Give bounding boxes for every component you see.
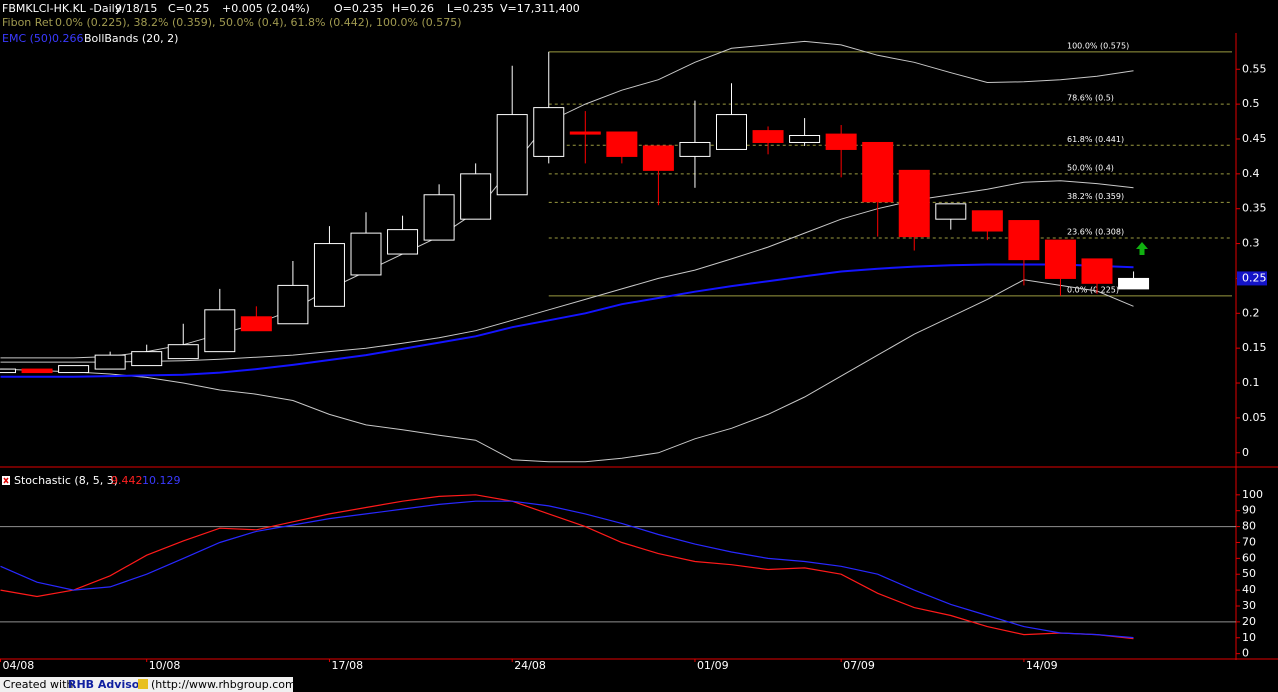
candle-body [569, 131, 601, 135]
candle-body [1081, 258, 1113, 284]
stochastic-title: Stochastic (8, 5, 3) [14, 474, 118, 487]
candle-body [935, 203, 967, 220]
y-tick-label: 0.55 [1242, 62, 1267, 75]
candle-body [350, 232, 382, 276]
y-tick-label: 0 [1242, 647, 1249, 660]
footer-url[interactable]: (http://www.rhbgroup.com/) [151, 678, 304, 691]
header-item: +0.005 (2.04%) [222, 2, 310, 15]
candle-body [971, 210, 1003, 232]
stochastic-d-value: 10.129 [142, 474, 181, 487]
candle-body [1118, 277, 1150, 290]
header-item: 9/18/15 [115, 2, 157, 15]
stochastic-k-value: 9.442 [111, 474, 143, 487]
y-tick-label: 30 [1242, 599, 1256, 612]
candle-body [1008, 220, 1040, 261]
candle-body [277, 284, 309, 325]
x-tick-label: 24/08 [514, 659, 546, 672]
y-tick-label: 0.4 [1242, 167, 1260, 180]
y-tick-label: 60 [1242, 551, 1256, 564]
candle-body [1044, 239, 1076, 279]
fib-level-label: 100.0% (0.575) [1067, 41, 1129, 50]
bollinger-lower [0, 279, 1134, 463]
header-item: L=0.235 [447, 2, 494, 15]
candle-body [204, 309, 236, 353]
header-item: V=17,311,400 [500, 2, 580, 15]
y-tick-label: 70 [1242, 535, 1256, 548]
x-tick-label: 10/08 [149, 659, 181, 672]
x-tick-label: 01/09 [697, 659, 729, 672]
ema-legend-name: EMC (50) [2, 32, 52, 45]
candle-body [533, 107, 565, 157]
y-tick-label: 0.1 [1242, 376, 1260, 389]
candle-body [131, 351, 163, 367]
ema-legend-value: 0.266 [52, 32, 84, 45]
y-tick-label: 0.5 [1242, 97, 1260, 110]
candle-body [21, 368, 53, 374]
last-price-marker [1237, 271, 1267, 286]
last-price-label: 0.25 [1242, 271, 1267, 284]
header-item: C=0.25 [168, 2, 209, 15]
y-tick-label: 0.2 [1242, 306, 1260, 319]
y-tick-label: 90 [1242, 504, 1256, 517]
x-tick-label: 14/09 [1026, 659, 1058, 672]
fib-legend-summary: 0.0% (0.225), 38.2% (0.359), 50.0% (0.4)… [55, 16, 462, 29]
candle-body [0, 368, 16, 374]
candle-body [313, 243, 345, 307]
header-item: O=0.235 [334, 2, 383, 15]
candle-body [679, 141, 711, 157]
candle-body [825, 133, 857, 150]
footer-prefix: Created with [3, 678, 73, 691]
y-tick-label: 0.45 [1242, 132, 1267, 145]
y-tick-label: 0.3 [1242, 237, 1260, 250]
candle-body [642, 145, 674, 171]
fib-level-label: 61.8% (0.441) [1067, 135, 1124, 144]
candle-body [752, 130, 784, 143]
candle-body [862, 141, 894, 203]
y-tick-label: 0 [1242, 446, 1249, 459]
bollinger-middle [0, 180, 1134, 363]
candle-body [460, 173, 492, 220]
candle-body [789, 134, 821, 143]
fib-level-label: 78.6% (0.5) [1067, 94, 1114, 103]
footer-brand: RHB Advisor [68, 678, 145, 691]
x-tick-label: 04/08 [3, 659, 35, 672]
stochastic-line [0, 500, 1134, 639]
x-tick-label: 17/08 [331, 659, 363, 672]
bollinger-upper [0, 40, 1134, 359]
y-tick-label: 0.05 [1242, 411, 1267, 424]
y-tick-label: 0.35 [1242, 202, 1267, 215]
x-tick-label: 07/09 [843, 659, 875, 672]
y-tick-label: 100 [1242, 488, 1263, 501]
candle-body [898, 169, 930, 238]
fib-level-label: 50.0% (0.4) [1067, 163, 1114, 172]
y-tick-label: 40 [1242, 583, 1256, 596]
candle-body [423, 194, 455, 241]
fib-level-label: 38.2% (0.359) [1067, 192, 1124, 201]
y-tick-label: 20 [1242, 615, 1256, 628]
y-tick-label: 10 [1242, 631, 1256, 644]
candle-body [496, 114, 528, 196]
fib-level-label: 0.0% (0.225) [1067, 285, 1119, 294]
candle-body [387, 229, 419, 255]
header-item: H=0.26 [392, 2, 434, 15]
candle-body [716, 114, 747, 150]
fib-level-label: 23.6% (0.308) [1067, 227, 1124, 236]
fib-legend-name: Fibon Ret [2, 16, 54, 29]
stochastic-line [0, 494, 1134, 640]
footer-icon [138, 679, 148, 689]
ema-line [0, 263, 1134, 378]
header-item: FBMKLCI-HK.KL -Daily [2, 2, 122, 15]
candle-body [606, 131, 638, 157]
candle-body [58, 365, 90, 374]
panel-close-cross [3, 477, 9, 484]
candle-body [167, 344, 199, 360]
y-tick-label: 0.15 [1242, 341, 1267, 354]
bollinger-legend: BollBands (20, 2) [84, 32, 178, 45]
signal-arrow [1136, 242, 1148, 255]
candle-body [94, 354, 126, 370]
y-tick-label: 50 [1242, 567, 1256, 580]
candle-body [240, 316, 272, 332]
y-tick-label: 80 [1242, 520, 1256, 533]
